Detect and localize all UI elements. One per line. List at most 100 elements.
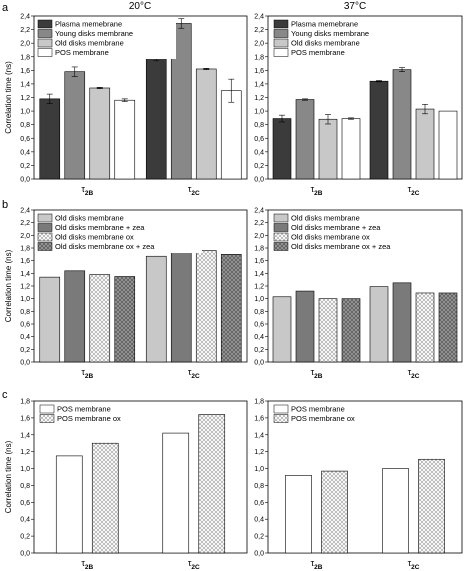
- legend-swatch: [37, 242, 53, 251]
- y-tick-label: 0,2: [254, 534, 264, 541]
- panel-letter-a: a: [2, 2, 9, 14]
- x-category-label: τ2B: [311, 184, 323, 197]
- bar-c-37-1-0: [382, 468, 409, 554]
- legend-swatch: [37, 232, 53, 242]
- bar-b-37-0-0: [272, 296, 292, 363]
- y-tick-label: 0,0: [254, 551, 264, 558]
- y-tick-label: 0,0: [20, 360, 30, 367]
- y-tick-label: 1,0: [254, 466, 264, 473]
- bar-c-20-0-1: [91, 442, 119, 554]
- bar-a-37-1-1: [392, 69, 412, 180]
- bar-a-37-1-2: [415, 108, 435, 180]
- panel-letter-b: b: [2, 199, 8, 211]
- legend-entry: POS membrane: [57, 405, 111, 414]
- bar-b-37-0-3: [341, 298, 361, 363]
- y-tick-label: 2,0: [254, 233, 264, 240]
- bar-a-20-1-2: [195, 68, 217, 180]
- y-tick-label: 0,6: [254, 136, 264, 143]
- legend-entry: Plasma memebrane: [291, 20, 358, 29]
- legend-swatch: [39, 404, 55, 414]
- bar-b-37-1-1: [392, 282, 412, 363]
- y-tick-label: 1,2: [20, 284, 30, 291]
- legend-swatch: [273, 48, 289, 57]
- legend-swatch: [273, 38, 289, 48]
- y-tick-label: 0,4: [254, 149, 264, 156]
- y-tick-label: 0,0: [254, 177, 264, 184]
- x-category-label: τ2B: [81, 367, 93, 380]
- y-tick-label: 0,6: [20, 136, 30, 143]
- y-tick-label: 1,8: [254, 399, 264, 406]
- x-category-label: τ2C: [188, 558, 200, 571]
- legend-box: [36, 18, 176, 59]
- legend-entry: POS membrane ox: [57, 414, 121, 423]
- y-tick-label: 1,8: [20, 246, 30, 253]
- bar-a-20-0-2: [89, 87, 111, 180]
- y-tick-label: 2,2: [254, 27, 264, 34]
- y-tick-label: 1,4: [254, 271, 264, 278]
- bar-c-20-1-0: [162, 432, 190, 554]
- y-tick-label: 2,4: [254, 208, 264, 215]
- legend-swatch: [273, 213, 289, 223]
- y-tick-label: 0,8: [254, 309, 264, 316]
- y-tick-label: 0,2: [254, 347, 264, 354]
- y-tick-label: 0,6: [20, 322, 30, 329]
- chart-b-20: 0,0 0,2 0,4 0,6 0,8 1,0 1,2 1,4 1,6 1,8 2,0 2,2 2,4 C…: [4, 208, 248, 380]
- y-tick-label: 1,0: [20, 296, 30, 303]
- legend-entry: Young disks membrane: [291, 29, 369, 38]
- y-axis-label: Correlation time (ns): [4, 61, 13, 134]
- x-category-label: τ2B: [81, 558, 93, 571]
- temperature-label-20: 20°C: [129, 1, 151, 12]
- bar-a-20-1-0: [145, 55, 167, 180]
- chart-a-37: 0,0 0,2 0,4 0,6 0,8 1,0 1,2 1,4 1,6 1,8 2,0 2,2 2,4 τ…: [254, 14, 463, 197]
- legend-entry: Plasma memebrane: [55, 20, 122, 29]
- x-category-label: τ2C: [408, 558, 420, 571]
- y-tick-label: 1,4: [20, 432, 30, 439]
- legend-swatch: [37, 48, 53, 57]
- legend-swatch: [273, 242, 289, 251]
- y-tick-label: 0,0: [254, 360, 264, 367]
- legend-entry: Old disks membrane: [291, 214, 360, 223]
- y-tick-label: 1,8: [254, 54, 264, 61]
- legend-entry: Old disks membrane ox + zea: [291, 242, 391, 251]
- y-tick-label: 0,6: [20, 500, 30, 507]
- bar-a-20-0-3: [114, 99, 136, 180]
- y-tick-label: 2,0: [254, 41, 264, 48]
- legend-swatch: [37, 223, 53, 232]
- legend-box: [272, 212, 428, 253]
- bar-a-20-0-1: [64, 71, 86, 180]
- bar-b-20-0-3: [114, 276, 136, 363]
- bar-b-20-0-1: [64, 270, 86, 363]
- legend-swatch: [273, 19, 289, 29]
- x-category-label: τ2C: [408, 184, 420, 197]
- y-tick-label: 1,6: [20, 68, 30, 75]
- y-tick-label: 0,2: [254, 163, 264, 170]
- legend-swatch: [273, 414, 289, 423]
- bar-a-20-0-0: [39, 98, 61, 180]
- bar-c-37-1-1: [418, 458, 445, 554]
- legend-swatch: [37, 29, 53, 38]
- x-category-label: τ2B: [311, 367, 323, 380]
- legend-entry: Old disks membrane ox: [55, 233, 134, 242]
- legend-entry: POS membrane: [291, 405, 345, 414]
- legend-entry: POS membrane ox: [291, 414, 355, 423]
- y-tick-label: 1,6: [254, 68, 264, 75]
- x-category-label: τ2C: [188, 184, 200, 197]
- bar-b-20-1-1: [170, 243, 192, 363]
- bar-b-37-0-1: [295, 290, 315, 363]
- y-tick-label: 0,0: [20, 177, 30, 184]
- bar-a-20-1-3: [220, 90, 242, 180]
- bar-b-20-0-2: [89, 274, 111, 363]
- y-tick-label: 0,4: [254, 334, 264, 341]
- y-tick-label: 0,8: [20, 122, 30, 129]
- y-tick-label: 0,2: [20, 347, 30, 354]
- legend-box: [272, 18, 390, 59]
- y-tick-label: 0,8: [20, 309, 30, 316]
- legend-entry: Old disks membrane + zea: [55, 223, 145, 232]
- y-tick-label: 1,6: [20, 258, 30, 265]
- y-tick-label: 0,8: [20, 483, 30, 490]
- x-category-label: τ2C: [188, 367, 200, 380]
- legend-entry: Old disks membrane + zea: [291, 223, 381, 232]
- bar-b-20-1-2: [195, 250, 217, 363]
- y-tick-label: 2,4: [20, 14, 30, 21]
